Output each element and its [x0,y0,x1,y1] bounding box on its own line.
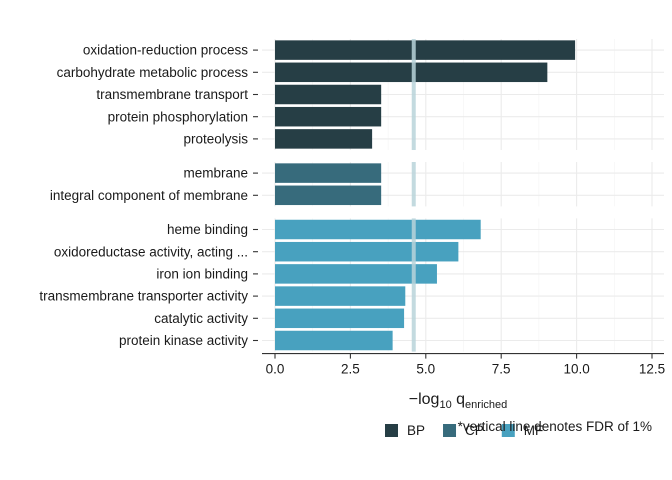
facet-panel-bp [262,39,664,150]
legend-key-bp [385,424,398,437]
bar-bp-2 [275,84,382,105]
fdr-threshold-line [411,39,416,150]
legend-label-mf: MF [524,423,544,438]
category-label: iron ion binding [156,267,248,282]
x-tick-label: 10.0 [563,362,589,377]
category-label: membrane [183,166,248,181]
category-label: transmembrane transport [96,87,248,102]
x-tick-label: 7.5 [492,362,511,377]
bar-mf-1 [275,241,459,262]
x-tick-label: 12.5 [639,362,665,377]
category-label: transmembrane transporter activity [39,289,248,304]
legend-key-cp [443,424,457,437]
x-axis: 0.0 2.5 5.0 7.5 10.0 12.5 [262,353,665,377]
category-label: carbohydrate metabolic process [57,65,249,80]
bar-mf-5 [275,330,393,351]
svg-text:−log10 qenriched: −log10 qenriched [409,391,508,411]
facet-panel-cp [262,162,664,207]
legend-label-cp: CP [465,423,484,438]
footnote: *vertical line denotes FDR of 1% [458,419,652,434]
bar-mf-2 [275,264,437,284]
x-axis-title: −log10 qenriched [409,391,508,411]
legend-label-bp: BP [407,423,425,438]
x-tick-label: 5.0 [416,362,435,377]
category-label: oxidoreductase activity, acting ... [54,244,248,259]
x-title-log-base: 10 [439,399,451,411]
bar-cp-0 [275,163,382,183]
fdr-threshold-line [411,218,416,352]
category-label: protein kinase activity [119,333,248,348]
category-label: proteolysis [183,132,248,147]
bar-mf-0 [275,219,481,240]
bar-cp-1 [275,185,382,206]
category-label: oxidation-reduction process [83,43,248,58]
x-tick-label: 2.5 [341,362,360,377]
category-label: heme binding [167,222,248,237]
category-label: protein phosphorylation [108,109,248,124]
facet-panel-mf [262,218,664,352]
legend: BP CP MF [385,423,543,438]
bar-bp-1 [275,62,548,83]
bar-mf-3 [275,286,406,306]
x-title-q: q [452,391,465,408]
fdr-threshold-line [411,162,416,207]
category-label: catalytic activity [154,311,248,326]
bar-bp-3 [275,106,382,127]
bar-bp-4 [275,129,373,149]
facet-panels [262,39,664,352]
legend-key-mf [501,424,515,437]
category-label: integral component of membrane [50,188,248,203]
bar-bp-0 [275,40,576,60]
x-title-subscript: enriched [465,399,507,411]
x-title-log: −log [409,391,440,408]
category-labels: oxidation-reduction process carbohydrate … [39,43,258,348]
x-tick-label: 0.0 [266,362,285,377]
bar-mf-4 [275,308,405,329]
